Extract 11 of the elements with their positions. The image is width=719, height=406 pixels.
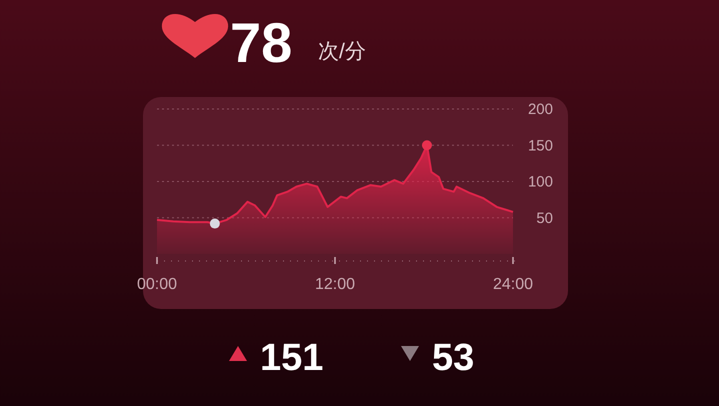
y-tick-label: 200 bbox=[528, 101, 553, 118]
text: 次/分 bbox=[318, 40, 366, 63]
y-tick-label: 50 bbox=[536, 210, 553, 227]
x-tick-label: 00:00 bbox=[136, 276, 178, 293]
chart-title: 78 bbox=[230, 11, 292, 74]
y-tick-label: 100 bbox=[528, 174, 553, 190]
text: 53 bbox=[432, 337, 474, 379]
y-tick-label: 150 bbox=[528, 137, 553, 154]
text: 151 bbox=[260, 337, 324, 379]
x-tick-label: 24:00 bbox=[492, 276, 534, 293]
x-tick-label: 12:00 bbox=[314, 276, 356, 293]
